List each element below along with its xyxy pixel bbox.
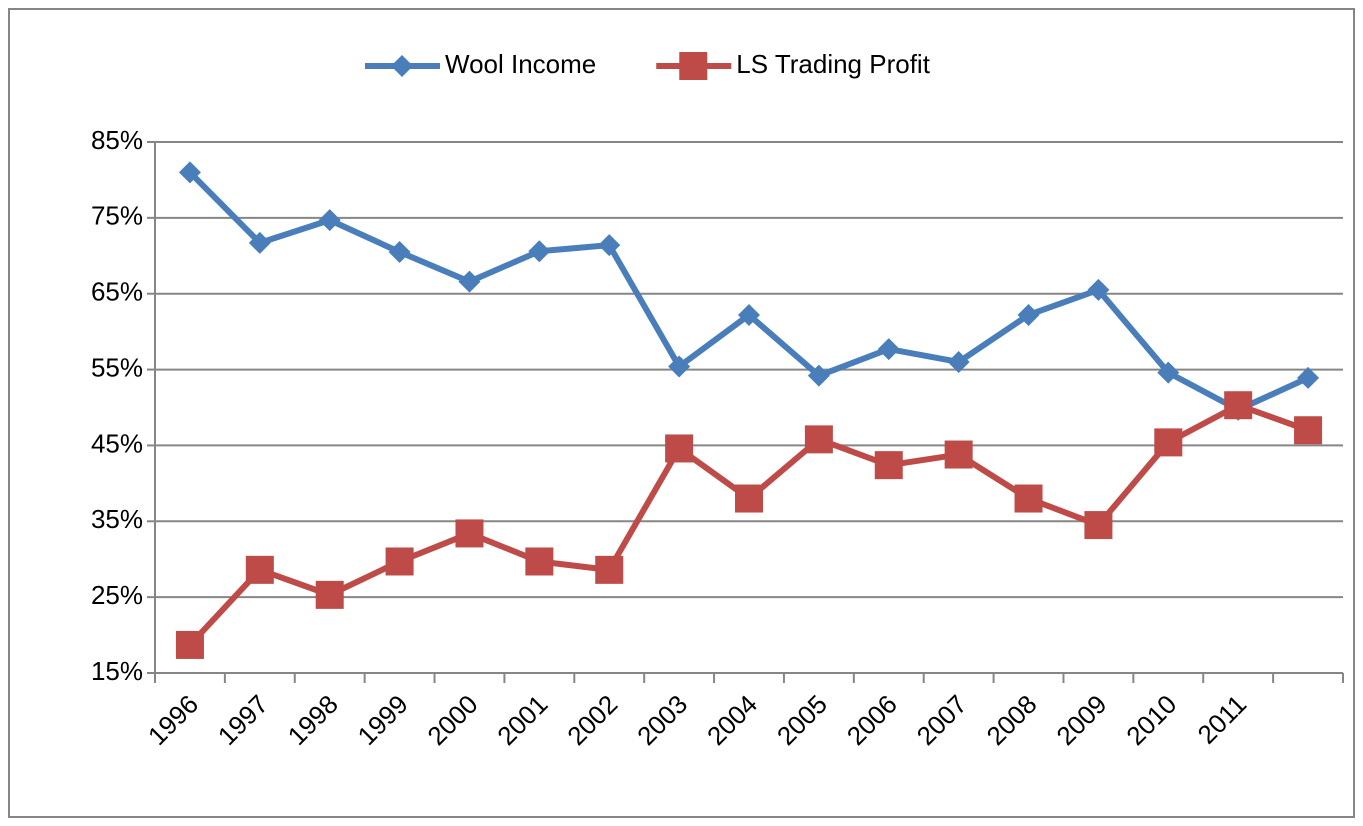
- data-point: [1084, 511, 1113, 540]
- data-point: [315, 580, 344, 609]
- y-tick-label: 75%: [91, 201, 143, 231]
- data-point: [528, 240, 551, 263]
- data-point: [525, 547, 554, 576]
- data-point: [679, 52, 708, 80]
- data-point: [804, 425, 833, 454]
- data-point: [458, 270, 481, 293]
- y-tick-label: 25%: [91, 580, 143, 610]
- data-point: [1157, 361, 1180, 384]
- y-tick-label: 45%: [91, 428, 143, 458]
- y-tick-label: 65%: [91, 277, 143, 307]
- data-point: [385, 547, 414, 576]
- data-point: [1014, 484, 1043, 513]
- data-point: [175, 630, 204, 659]
- data-point: [1294, 416, 1323, 445]
- data-point: [318, 209, 341, 232]
- data-point: [668, 355, 691, 378]
- data-point: [944, 440, 973, 469]
- legend-label: LS Trading Profit: [736, 49, 930, 79]
- y-tick-label: 85%: [91, 125, 143, 155]
- data-point: [877, 338, 900, 361]
- data-point: [178, 161, 201, 184]
- data-point: [874, 451, 903, 480]
- data-point: [248, 231, 271, 254]
- data-point: [735, 484, 763, 513]
- data-point: [455, 519, 484, 548]
- data-point: [1087, 278, 1110, 301]
- y-tick-label: 55%: [91, 352, 143, 382]
- data-point: [947, 350, 970, 373]
- data-point: [598, 234, 621, 257]
- y-tick-label: 35%: [91, 504, 143, 534]
- data-point: [665, 434, 694, 463]
- data-point: [1154, 428, 1183, 457]
- data-point: [391, 55, 413, 77]
- data-point: [1017, 303, 1040, 326]
- data-point: [245, 555, 274, 584]
- chart-frame: [8, 8, 1355, 818]
- data-point: [388, 240, 411, 263]
- data-point: [1297, 366, 1320, 389]
- data-point: [738, 303, 760, 326]
- data-point: [807, 364, 830, 387]
- data-point: [595, 555, 624, 584]
- data-point: [1224, 391, 1253, 420]
- y-tick-label: 15%: [91, 656, 143, 686]
- legend-label: Wool Income: [445, 49, 596, 79]
